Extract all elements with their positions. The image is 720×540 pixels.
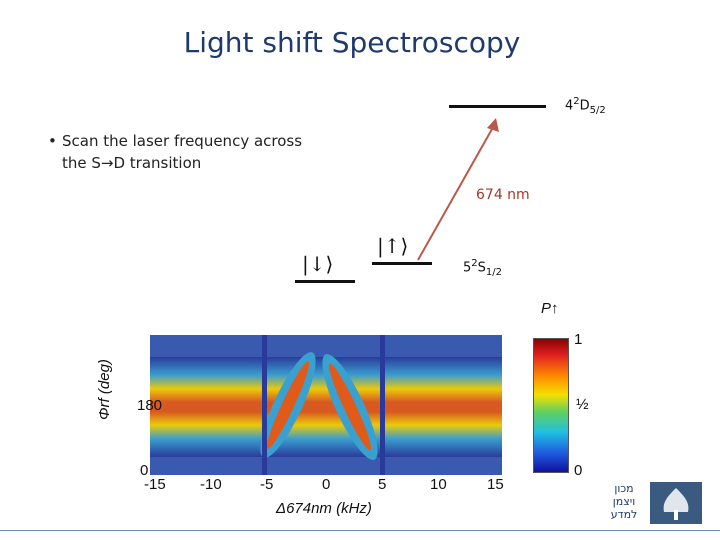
colorbar-tick-half: ½ (576, 396, 589, 413)
x-tick-15: 15 (487, 476, 504, 493)
x-tick-neg5: -5 (260, 476, 274, 493)
upper-energy-level (449, 105, 546, 108)
x-tick-neg10: -10 (200, 476, 222, 493)
arrow-shaft (417, 121, 497, 261)
heatmap-diagonal-features (260, 335, 385, 475)
colorbar (533, 338, 569, 473)
y-tick-0: 0 (140, 462, 149, 479)
logo-line-1: מכון (614, 482, 634, 495)
arrow-head (487, 118, 499, 132)
y-tick-180: 180 (137, 397, 163, 414)
light-shift-heatmap (150, 335, 502, 475)
colorbar-label: P↑ (541, 300, 559, 317)
wavelength-label: 674 nm (476, 187, 530, 203)
slide-title: Light shift Spectroscopy (183, 26, 521, 59)
colorbar-tick-1: 1 (574, 331, 583, 348)
transition-arrow (417, 118, 499, 261)
logo-line-2: ויצמן (612, 495, 636, 508)
institute-logo-text: מכון ויצמן למדע (604, 482, 644, 524)
lower-level-label: 52S1/2 (463, 258, 503, 278)
x-tick-5: 5 (378, 476, 387, 493)
ket-down-label: |↓⟩ (302, 252, 334, 276)
x-tick-neg15: -15 (144, 476, 166, 493)
bullet-text: • Scan the laser frequency across the S→… (48, 130, 302, 174)
ket-down-level (295, 280, 355, 283)
colorbar-tick-0: 0 (574, 462, 583, 479)
x-axis-label: Δ674nm (kHz) (276, 500, 372, 517)
bullet-symbol: • (48, 132, 57, 150)
x-tick-10: 10 (430, 476, 447, 493)
ket-up-label: |↑⟩ (377, 234, 409, 258)
bullet-line-1: Scan the laser frequency across (62, 132, 303, 150)
y-axis-label: Φrf (deg) (96, 359, 113, 420)
bullet-line-2: the S→D transition (62, 154, 202, 172)
footer-divider (0, 530, 720, 531)
institute-emblem-icon (650, 482, 702, 524)
logo-line-3: למדע (610, 508, 638, 521)
ket-up-level (372, 262, 432, 265)
upper-level-label: 42D5/2 (565, 96, 606, 116)
x-tick-0: 0 (322, 476, 331, 493)
